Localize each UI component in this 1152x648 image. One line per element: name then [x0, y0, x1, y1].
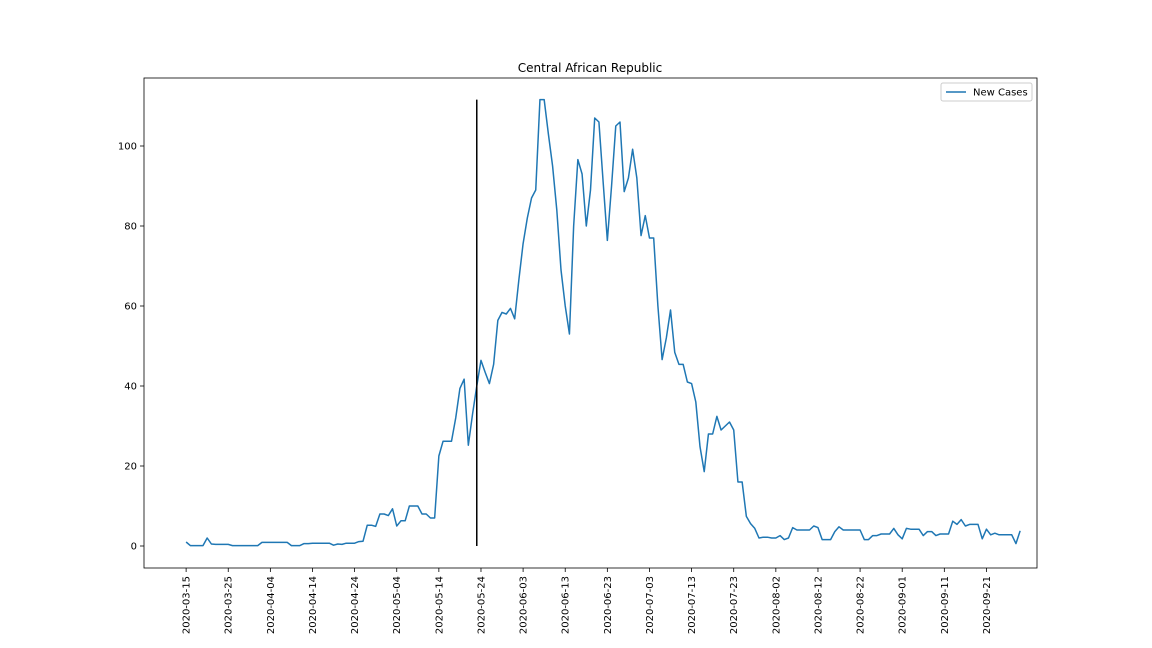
- x-tick-label: 2020-06-03: [519, 576, 530, 634]
- y-tick-label: 20: [124, 462, 137, 473]
- series-line-0: [185, 98, 1021, 547]
- x-tick-label: 2020-08-22: [856, 576, 867, 634]
- x-tick-label: 2020-06-13: [561, 576, 572, 634]
- y-axis: 0 20 40 60 80 100: [118, 142, 144, 553]
- y-tick-label: 0: [131, 542, 137, 553]
- x-tick-label: 2020-05-04: [392, 576, 403, 634]
- x-tick-label: 2020-03-25: [224, 576, 235, 634]
- x-tick-label: 2020-06-23: [603, 576, 614, 634]
- x-tick-label: 2020-09-01: [898, 576, 909, 634]
- x-tick-label: 2020-05-14: [434, 576, 445, 634]
- x-tick-label: 2020-09-21: [982, 576, 993, 634]
- y-tick-label: 80: [124, 222, 137, 233]
- x-tick-label: 2020-05-24: [476, 576, 487, 634]
- x-tick-label: 2020-07-13: [687, 576, 698, 634]
- x-tick-label: 2020-04-24: [350, 576, 361, 634]
- y-tick-label: 40: [124, 382, 137, 393]
- legend-label: New Cases: [973, 88, 1028, 99]
- y-tick-label: 100: [118, 142, 137, 153]
- x-tick-label: 2020-03-15: [182, 576, 193, 634]
- legend: New Cases: [940, 82, 1033, 102]
- x-tick-label: 2020-07-23: [729, 576, 740, 634]
- x-tick-label: 2020-07-03: [645, 576, 656, 634]
- x-tick-label: 2020-08-02: [771, 576, 782, 634]
- x-tick-label: 2020-09-11: [940, 576, 951, 634]
- plot-area: [143, 77, 1038, 569]
- y-tick-label: 60: [124, 302, 137, 313]
- chart-title: Central African Republic: [518, 61, 662, 75]
- x-tick-label: 2020-04-14: [308, 576, 319, 634]
- plot-frame: [143, 77, 1038, 569]
- x-tick-label: 2020-04-04: [266, 576, 277, 634]
- legend-box: [940, 82, 1033, 102]
- x-axis: 2020-03-15 2020-03-25 2020-04-04 2020-04-14…: [182, 568, 993, 634]
- x-tick-label: 2020-08-12: [813, 576, 824, 634]
